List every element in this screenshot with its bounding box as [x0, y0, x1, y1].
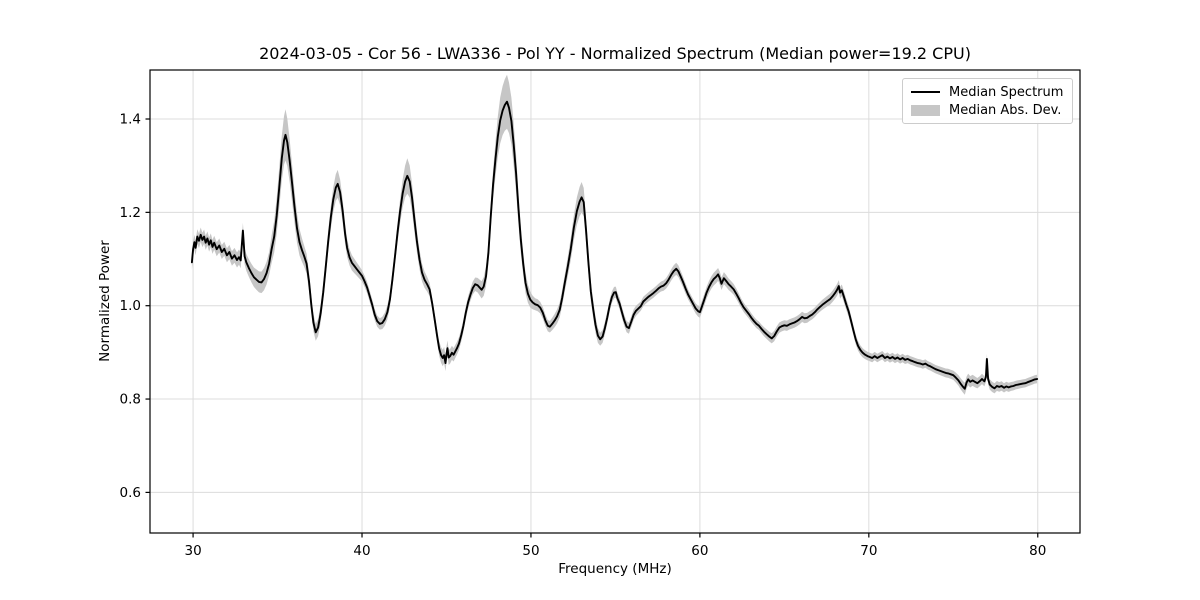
y-tick-label: 1.4 — [120, 112, 141, 128]
x-tick-label: 30 — [184, 543, 201, 559]
y-tick-label: 0.6 — [120, 485, 141, 501]
median-spectrum-line — [190, 100, 1039, 390]
y-axis-label: Normalized Power — [97, 240, 113, 362]
legend: Median Spectrum Median Abs. Dev. — [902, 78, 1073, 124]
y-tick-label: 1.0 — [120, 298, 141, 314]
legend-line-sample — [911, 91, 940, 93]
y-tick-label: 1.2 — [120, 205, 141, 221]
ticks — [145, 118, 1039, 538]
x-tick-label: 80 — [1029, 543, 1046, 559]
x-tick-label: 60 — [691, 543, 708, 559]
legend-label-median-spectrum: Median Spectrum — [949, 84, 1064, 100]
legend-patch-sample — [911, 104, 940, 116]
legend-row-median-spectrum: Median Spectrum — [911, 83, 1064, 101]
legend-label-median-abs-dev: Median Abs. Dev. — [949, 102, 1062, 118]
chart-title: 2024-03-05 - Cor 56 - LWA336 - Pol YY - … — [259, 44, 971, 63]
x-tick-label: 50 — [522, 543, 539, 559]
x-tick-label: 40 — [353, 543, 370, 559]
x-axis-label: Frequency (MHz) — [558, 561, 672, 577]
axes-frame — [149, 69, 1081, 534]
legend-row-median-abs-dev: Median Abs. Dev. — [911, 101, 1064, 119]
x-tick-label: 70 — [860, 543, 877, 559]
y-tick-label: 0.8 — [120, 392, 141, 408]
